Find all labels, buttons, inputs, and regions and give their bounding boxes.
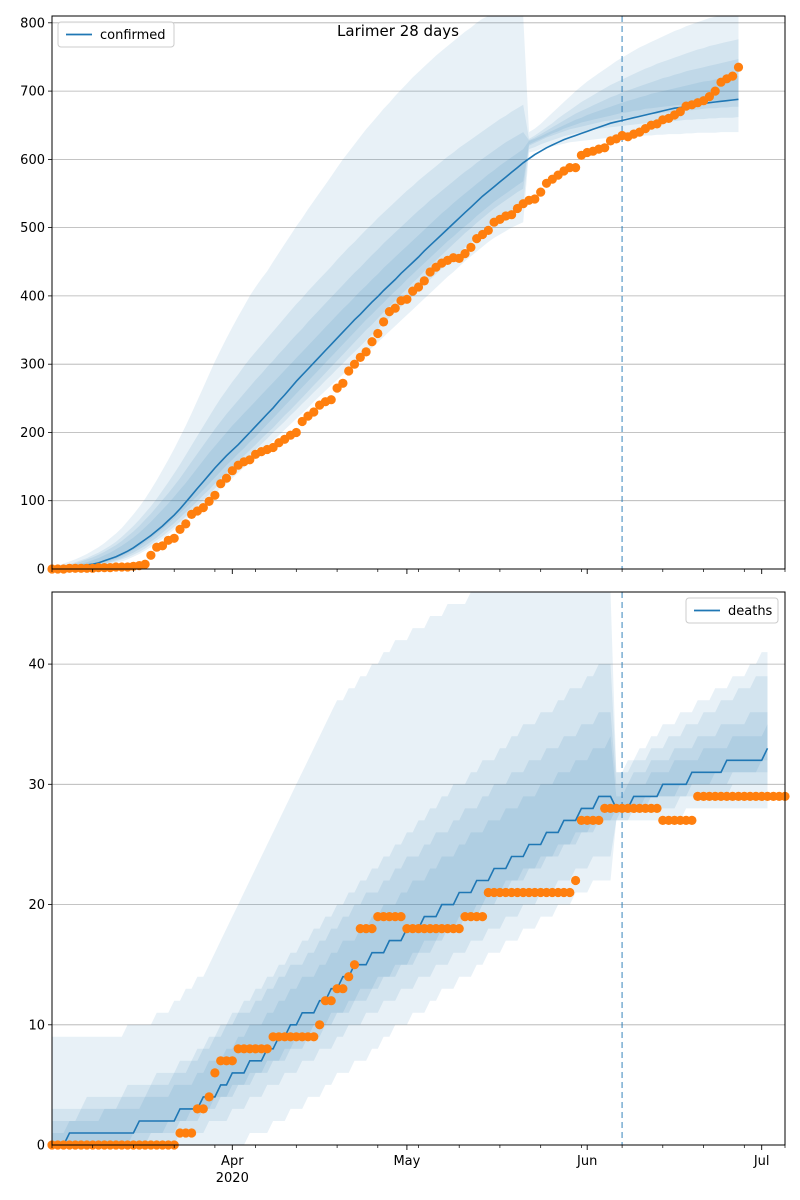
confirmed-observed-point [349,359,360,369]
confirmed-observed-point [530,194,540,204]
deaths-observed-point [652,803,662,814]
confirmed-panel: 0 100 200 300 400 500 600 700 800 confirmed [20,15,786,578]
confirmed-observed-point [402,294,412,304]
confirmed-y-tick-label: 400 [20,289,45,304]
confirmed-observed-point [216,479,226,489]
confirmed-credible-band-1 [52,16,739,569]
confirmed-credible-band-3 [52,59,739,569]
confirmed-legend-box [57,21,175,48]
confirmed-observed-point [291,427,301,438]
confirmed-observed-point [169,533,179,543]
deaths-credible-band-2 [52,664,768,1145]
x-tick-label: Apr [221,1154,244,1169]
deaths-y-tick-label: 0 [37,1139,45,1154]
deaths-observed-point [687,815,697,826]
deaths-observed-point [227,1056,237,1066]
confirmed-observed-point [460,249,470,259]
x-tick-label: Jun [576,1154,597,1169]
confirmed-y-tick-label: 500 [20,221,45,236]
confirmed-observed-point [245,455,255,465]
deaths-observed-point [571,875,581,886]
confirmed-legend-label: confirmed [100,28,166,43]
confirmed-observed-point [367,337,377,347]
confirmed-observed-point [140,559,150,569]
confirmed-legend: confirmed [57,21,175,48]
confirmed-observed-point [361,347,371,357]
confirmed-observed-point [733,62,744,72]
deaths-legend-box [685,597,779,624]
deaths-observed-point [594,815,604,826]
confirmed-observed-point [390,303,400,313]
confirmed-observed-point [175,524,185,535]
confirmed-observed-point [600,143,610,153]
confirmed-observed-point [675,107,685,117]
x-tick-label: Jul [753,1154,770,1169]
confirmed-observed-point [204,496,214,506]
deaths-observed-point [309,1032,319,1042]
confirmed-observed-point [413,282,424,292]
deaths-observed-point [344,972,354,982]
x-tick-label: May [393,1154,420,1169]
confirmed-observed-point [227,466,237,476]
confirmed-y-tick-label: 300 [20,358,45,373]
x-tick-sublabel: 2020 [216,1171,249,1186]
confirmed-observed-point [157,541,168,551]
deaths-observed-point [349,960,360,970]
deaths-credible-band-1 [52,592,768,1145]
confirmed-observed-point [355,352,365,362]
confirmed-observed-point [373,328,383,339]
deaths-y-tick-label: 40 [28,658,45,673]
confirmed-observed-point [210,490,220,500]
deaths-observed-point [326,996,336,1006]
confirmed-observed-point [536,187,546,197]
confirmed-y-tick-label: 0 [37,563,45,578]
deaths-legend-label: deaths [728,604,773,619]
confirmed-observed-point [221,473,232,483]
confirmed-y-tick-label: 600 [20,153,45,168]
deaths-observed-point [198,1104,208,1114]
confirmed-observed-point [198,503,208,513]
deaths-y-tick-label: 10 [28,1018,45,1033]
confirmed-observed-point [571,163,581,173]
deaths-observed-point [477,912,488,922]
deaths-observed-point [338,984,348,994]
deaths-observed-point [367,924,377,934]
confirmed-credible-band-4 [52,76,739,569]
confirmed-y-tick-label: 200 [20,426,45,441]
deaths-observed-point [315,1020,325,1030]
confirmed-observed-point [507,210,517,220]
confirmed-observed-point [379,317,389,327]
deaths-credible-band-4 [52,724,768,1145]
confirmed-observed-point [181,519,191,529]
confirmed-observed-point [419,276,429,286]
confirmed-y-tick-label: 800 [20,16,45,31]
confirmed-observed-point [483,225,493,235]
confirmed-observed-point [326,395,336,405]
deaths-y-tick-label: 20 [28,898,45,913]
deaths-panel: 0 10 20 30 40 Apr 2020 May Jun Jul deaths [28,591,790,1186]
confirmed-observed-point [309,407,319,417]
chart-title: Larimer 28 days [337,22,459,40]
deaths-y-tick-label: 30 [28,778,45,793]
confirmed-observed-point [704,92,715,102]
deaths-observed-point [565,887,575,898]
deaths-legend: deaths [685,597,779,624]
confirmed-observed-point [466,242,476,252]
confirmed-observed-point [728,71,738,81]
deaths-observed-point [262,1044,272,1054]
deaths-observed-point [187,1128,197,1138]
deaths-observed-point [204,1092,214,1102]
confirmed-observed-point [344,366,354,376]
confirmed-y-tick-label: 700 [20,85,45,100]
confirmed-observed-point [710,86,720,96]
confirmed-observed-point [146,550,156,560]
deaths-observed-point [454,924,464,934]
confirmed-model-line [51,98,739,570]
deaths-observed-point [396,912,406,922]
deaths-observed-point [210,1068,220,1078]
confirmed-observed-point [297,416,307,427]
confirmed-observed-point [338,378,348,388]
confirmed-y-tick-label: 100 [20,494,45,509]
